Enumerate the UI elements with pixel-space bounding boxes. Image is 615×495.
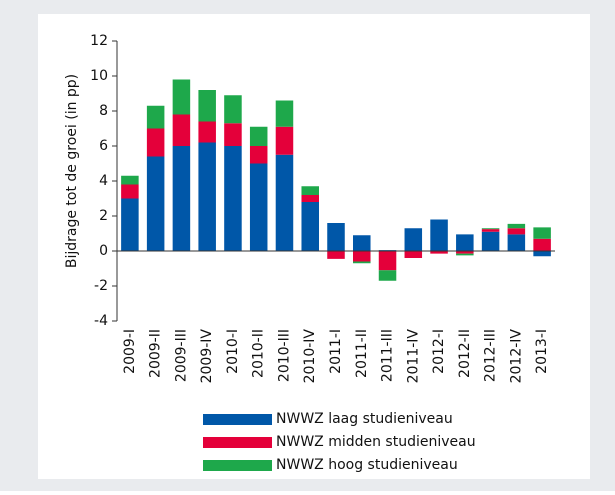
- bar-segment: [481, 229, 500, 232]
- bar-segment: [507, 223, 526, 229]
- bar-segment: [198, 121, 216, 143]
- y-tick-label: 6: [99, 138, 108, 154]
- legend-label: NWWZ laag studieniveau: [276, 411, 453, 427]
- bar-segment: [327, 251, 345, 259]
- legend-swatch: [203, 460, 272, 471]
- bar-segment: [327, 223, 345, 251]
- x-tick-label: 2011-II: [354, 329, 370, 378]
- x-tick-label: 2009-IV: [199, 329, 215, 384]
- bar-segment: [507, 228, 526, 235]
- y-tick-label: 2: [99, 208, 108, 224]
- x-tick-label: 2011-I: [328, 329, 344, 374]
- bar-segment: [533, 238, 551, 251]
- bar-segment: [533, 227, 551, 239]
- bar-segment: [224, 123, 242, 146]
- bar-segment: [430, 219, 448, 251]
- bar-segment: [198, 90, 216, 122]
- bar-segment: [121, 184, 139, 199]
- bar-segment: [353, 261, 371, 264]
- x-tick-label: 2010-III: [276, 329, 292, 382]
- bar-segment: [249, 126, 268, 146]
- bar-segment: [456, 251, 474, 254]
- y-tick-label: 10: [90, 68, 108, 84]
- bar-segment: [121, 175, 139, 185]
- bar-segment: [172, 79, 191, 115]
- x-tick-label: 2012-I: [431, 329, 447, 374]
- bar-segment: [224, 95, 242, 124]
- bar-segment: [353, 251, 371, 262]
- bar-segment: [172, 146, 191, 251]
- y-tick-label: -4: [94, 313, 108, 329]
- bar-segment: [275, 154, 294, 251]
- bar-segment: [121, 198, 139, 251]
- y-axis-label: Bijdrage tot de groei (in pp): [64, 74, 80, 268]
- x-tick-label: 2012-III: [483, 329, 499, 382]
- bar-segment: [481, 231, 500, 251]
- x-tick-label: 2012-II: [457, 329, 473, 378]
- x-tick-label: 2013-I: [534, 329, 550, 374]
- bar-segment: [275, 100, 294, 127]
- x-tick-label: 2010-II: [251, 329, 267, 378]
- y-tick-label: 12: [90, 33, 108, 49]
- bar-segment: [507, 234, 526, 251]
- bar-segment: [275, 126, 294, 155]
- legend-label: NWWZ hoog studieniveau: [276, 457, 458, 473]
- legend-swatch: [203, 437, 272, 448]
- x-tick-label: 2010-IV: [302, 329, 318, 384]
- y-tick-label: 4: [99, 173, 108, 189]
- x-tick-label: 2011-IV: [405, 329, 421, 384]
- bar-segment: [404, 228, 423, 251]
- bar-segment: [533, 251, 551, 257]
- bar-segment: [172, 114, 191, 146]
- x-tick-label: 2012-IV: [508, 329, 524, 384]
- bar-segment: [456, 234, 474, 251]
- legend-swatch: [203, 414, 272, 425]
- bar-segment: [353, 235, 371, 251]
- bar-segment: [378, 251, 397, 271]
- legend-label: NWWZ midden studieniveau: [276, 434, 476, 450]
- bar-segment: [198, 142, 216, 251]
- x-tick-label: 2010-I: [225, 329, 241, 374]
- y-tick-label: 0: [99, 243, 108, 259]
- bar-segment: [224, 146, 242, 251]
- bar-segment: [378, 270, 397, 281]
- x-tick-label: 2009-III: [173, 329, 189, 382]
- bar-segment: [301, 202, 319, 251]
- bar-segment: [146, 128, 165, 157]
- y-tick-label: -2: [94, 278, 108, 294]
- y-tick-label: 8: [99, 103, 108, 119]
- bar-segment: [146, 105, 165, 129]
- bar-segment: [249, 163, 268, 251]
- bar-segment: [301, 195, 319, 202]
- bar-segment: [249, 146, 268, 164]
- bar-segment: [456, 253, 474, 256]
- x-tick-label: 2009-II: [148, 329, 164, 378]
- x-tick-label: 2009-I: [122, 329, 138, 374]
- bar-segment: [146, 156, 165, 251]
- bar-segment: [404, 251, 423, 258]
- bar-segment: [301, 186, 319, 195]
- x-tick-label: 2011-III: [380, 329, 396, 382]
- bar-segment: [430, 251, 448, 254]
- bar-segment: [481, 228, 500, 230]
